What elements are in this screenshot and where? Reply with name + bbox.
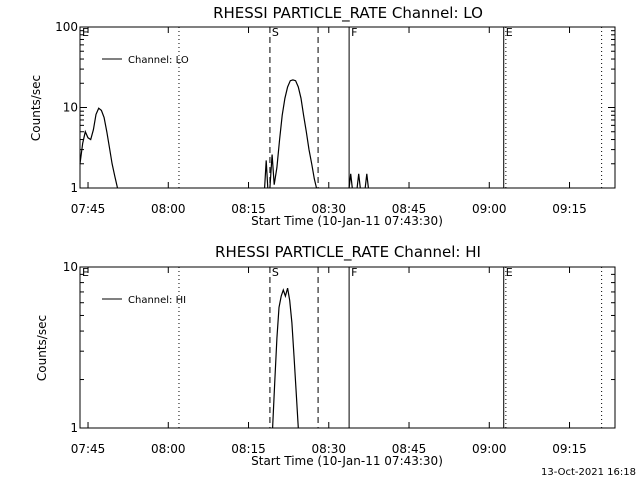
event-marker-label-lo: E — [506, 26, 513, 39]
x-tick-label-hi: 08:00 — [151, 442, 186, 456]
legend-lo: Channel: LO — [102, 55, 189, 66]
y-tick-label-lo: 100 — [55, 20, 78, 34]
footer-timestamp: 13-Oct-2021 16:18 — [541, 467, 636, 478]
plot-content-hi: 07:45 08:00 08:15 08:30 08:45 09:00 09:15 1 10 E S… — [63, 260, 615, 456]
series-line-lo — [269, 79, 318, 189]
event-marker-label-lo: S — [272, 26, 279, 39]
series-line-lo — [364, 173, 369, 189]
panel-lo: RHESSI PARTICLE_RATE Channel: LO Counts/… — [29, 4, 616, 228]
legend-hi: Channel: HI — [102, 295, 186, 306]
event-marker-label-hi: E — [82, 266, 89, 279]
y-tick-label-hi: 10 — [63, 260, 78, 274]
series-line-lo — [79, 107, 119, 189]
series-line-lo — [348, 173, 353, 189]
x-tick-label-hi: 08:15 — [231, 442, 266, 456]
x-tick-label-lo: 09:00 — [472, 202, 507, 216]
plot-frame-lo — [79, 26, 616, 189]
x-tick-label-hi: 09:15 — [552, 442, 587, 456]
x-tick-label-hi: 08:30 — [311, 442, 346, 456]
x-axis-label-hi: Start Time (10-Jan-11 07:43:30) — [251, 454, 443, 468]
plot-frame-hi — [79, 266, 616, 429]
event-marker-label-hi: E — [506, 266, 513, 279]
x-tick-label-lo: 08:45 — [392, 202, 427, 216]
x-tick-label-lo: 08:00 — [151, 202, 186, 216]
y-tick-label-hi: 1 — [70, 421, 78, 435]
event-marker-label-hi: F — [351, 266, 357, 279]
chart-title-lo: RHESSI PARTICLE_RATE Channel: LO — [213, 4, 483, 23]
event-marker-label-lo: F — [351, 26, 357, 39]
x-tick-label-hi: 07:45 — [71, 442, 106, 456]
event-marker-label-lo: E — [82, 26, 89, 39]
y-axis-label-hi: Counts/sec — [35, 315, 49, 381]
series-line-hi — [272, 287, 299, 429]
series-line-lo — [264, 160, 269, 189]
panel-hi: RHESSI PARTICLE_RATE Channel: HI Counts/… — [35, 243, 616, 468]
x-tick-label-lo: 08:30 — [311, 202, 346, 216]
plot-content-lo: 07:45 08:00 08:15 08:30 08:45 09:00 09:15 1 10 10… — [55, 20, 615, 216]
y-tick-label-lo: 1 — [70, 181, 78, 195]
chart-title-hi: RHESSI PARTICLE_RATE Channel: HI — [215, 243, 481, 262]
x-tick-label-lo: 07:45 — [71, 202, 106, 216]
x-tick-label-hi: 09:00 — [472, 442, 507, 456]
y-axis-label-lo: Counts/sec — [29, 75, 43, 141]
x-tick-label-hi: 08:45 — [392, 442, 427, 456]
x-tick-label-lo: 09:15 — [552, 202, 587, 216]
x-axis-label-lo: Start Time (10-Jan-11 07:43:30) — [251, 214, 443, 228]
y-tick-label-lo: 10 — [63, 101, 78, 115]
x-tick-label-lo: 08:15 — [231, 202, 266, 216]
legend-label-lo: Channel: LO — [128, 55, 189, 66]
series-line-lo — [356, 173, 361, 189]
event-marker-label-hi: S — [272, 266, 279, 279]
legend-label-hi: Channel: HI — [128, 295, 186, 306]
